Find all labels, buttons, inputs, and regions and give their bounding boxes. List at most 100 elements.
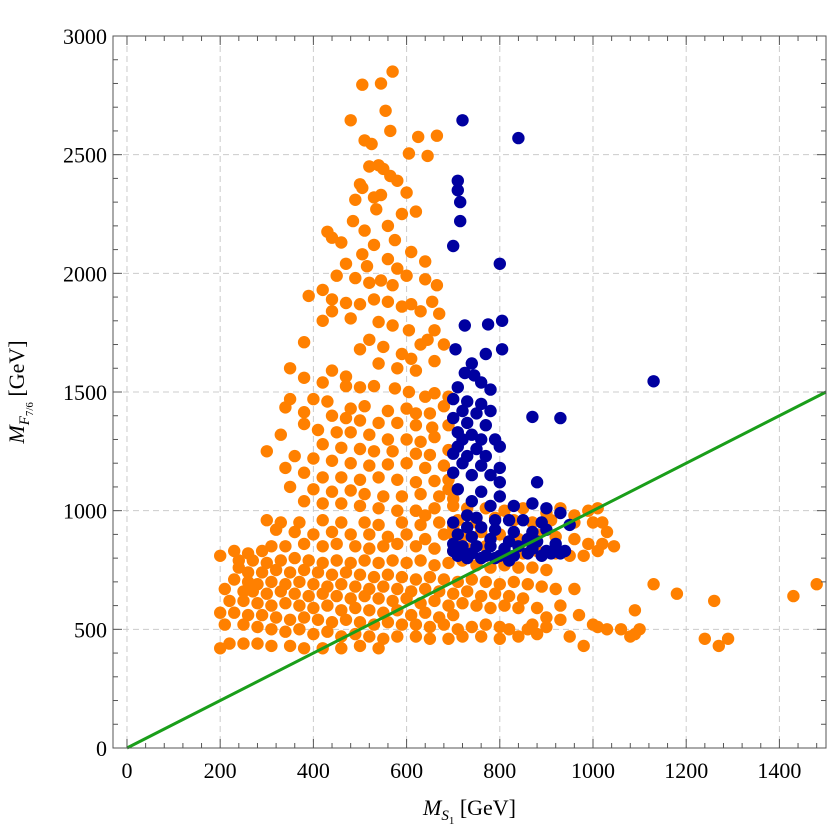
point-orange: [288, 525, 301, 539]
point-orange: [428, 430, 441, 444]
point-orange: [442, 599, 455, 612]
x-axis-title-main: M: [422, 795, 443, 820]
point-orange: [428, 559, 441, 572]
point-orange: [279, 625, 292, 638]
point-orange: [214, 642, 227, 655]
reference-line: [126, 390, 827, 750]
point-orange: [307, 392, 320, 406]
point-orange: [582, 537, 595, 551]
point-orange: [325, 231, 339, 244]
point-orange: [419, 509, 432, 522]
point-orange: [321, 625, 334, 638]
point-orange: [353, 473, 367, 486]
point-orange: [346, 214, 360, 228]
point-blue: [458, 366, 471, 380]
y-axis-title-unit: [GeV]: [4, 340, 29, 402]
point-blue: [447, 466, 460, 479]
point-orange: [356, 78, 369, 91]
point-orange: [279, 461, 292, 475]
point-blue: [458, 319, 471, 332]
point-orange: [335, 642, 348, 655]
point-orange: [437, 618, 451, 631]
point-blue: [488, 514, 502, 527]
point-orange: [563, 630, 576, 643]
point-orange: [349, 580, 362, 593]
point-orange: [325, 616, 339, 629]
point-orange: [358, 516, 371, 529]
point-blue: [507, 499, 520, 513]
point-orange: [428, 474, 441, 488]
point-orange: [377, 490, 390, 503]
point-orange: [400, 592, 413, 605]
point-orange: [316, 556, 329, 570]
point-orange: [402, 147, 416, 160]
point-orange: [428, 594, 441, 608]
point-orange: [475, 630, 488, 643]
point-blue: [554, 547, 567, 560]
point-orange: [316, 376, 329, 389]
point-orange: [568, 582, 581, 596]
point-orange: [391, 504, 404, 517]
point-orange: [367, 379, 381, 393]
point-orange: [344, 312, 357, 325]
point-orange: [428, 387, 441, 400]
point-blue: [493, 476, 506, 489]
point-orange: [456, 597, 469, 610]
point-orange: [325, 293, 339, 306]
point-orange: [437, 400, 451, 413]
point-orange: [512, 601, 525, 615]
point-orange: [502, 589, 516, 603]
point-orange: [353, 414, 367, 427]
point-orange: [237, 618, 250, 631]
point-orange: [356, 248, 369, 261]
point-orange: [712, 639, 725, 653]
point-orange: [353, 178, 367, 191]
point-orange: [325, 409, 339, 422]
point-orange: [414, 554, 427, 567]
point-orange: [307, 483, 320, 496]
point-blue: [456, 404, 469, 418]
point-orange: [297, 537, 311, 551]
point-orange: [409, 476, 423, 489]
point-orange: [400, 528, 413, 541]
point-orange: [381, 433, 395, 446]
point-orange: [335, 516, 348, 529]
y-axis-title-main: M: [4, 424, 29, 445]
point-blue: [484, 540, 497, 553]
point-orange: [395, 570, 409, 584]
point-orange: [241, 608, 255, 622]
point-orange: [293, 575, 306, 589]
point-orange: [465, 620, 478, 634]
point-orange: [307, 528, 320, 541]
point-blue: [461, 521, 474, 534]
point-orange: [339, 411, 353, 425]
point-orange: [409, 618, 423, 631]
point-orange: [409, 630, 423, 643]
point-orange: [283, 639, 297, 653]
point-orange: [316, 314, 329, 327]
point-orange: [283, 566, 297, 579]
point-orange: [391, 416, 404, 430]
point-orange: [335, 441, 348, 454]
point-orange: [316, 283, 329, 297]
point-orange: [498, 599, 511, 612]
point-orange: [414, 338, 427, 351]
point-blue: [456, 114, 469, 127]
point-orange: [265, 599, 278, 612]
point-orange: [339, 613, 353, 626]
axis-tick-labels: 0 200 400 600 800 1000 1200 1400 0 500 1000 1500 200…: [63, 24, 801, 783]
point-orange: [400, 402, 413, 415]
point-orange: [479, 618, 492, 631]
point-orange: [395, 300, 409, 313]
point-blue: [530, 476, 544, 489]
point-orange: [447, 587, 460, 600]
point-orange: [358, 400, 371, 413]
point-orange: [316, 514, 329, 527]
point-orange: [447, 499, 460, 513]
point-orange: [402, 324, 416, 337]
point-orange: [367, 570, 381, 584]
point-orange: [339, 566, 353, 579]
point-orange: [255, 544, 269, 558]
point-orange: [507, 575, 520, 589]
point-orange: [607, 540, 621, 553]
